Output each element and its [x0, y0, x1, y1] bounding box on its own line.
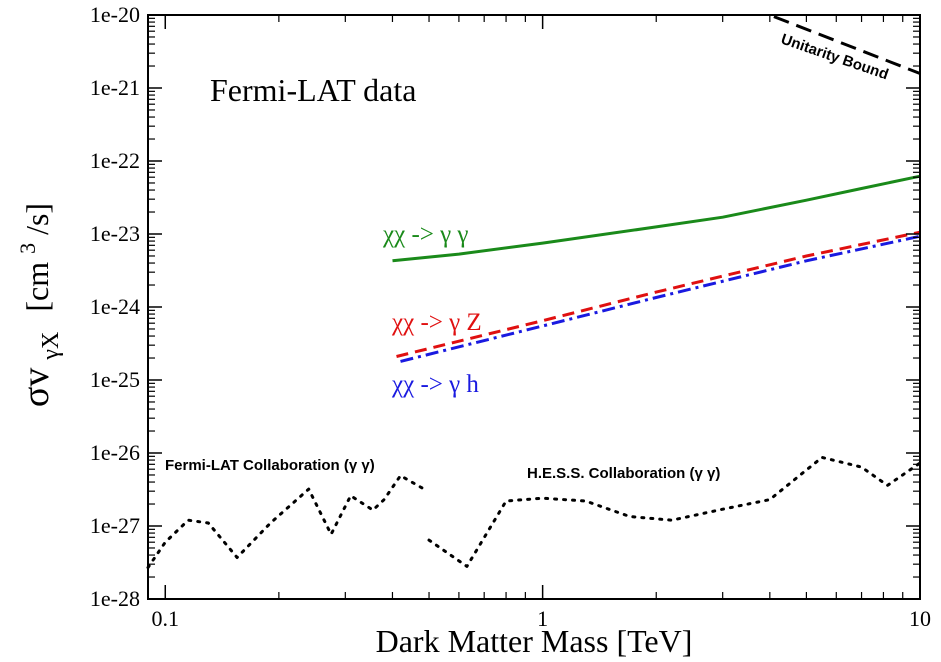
y-tick-label: 1e-28 — [90, 586, 140, 611]
y-tick-label: 1e-20 — [90, 2, 140, 27]
label-gamma-gamma: χχ -> γ γ — [382, 221, 468, 248]
y-axis-title-sub: γX — [38, 332, 64, 361]
label-fermi-lat-collaboration: Fermi-LAT Collaboration (γ γ) — [165, 457, 375, 474]
y-axis-title-main: σv — [15, 368, 57, 407]
y-tick-label: 1e-22 — [90, 148, 140, 173]
y-tick-label: 1e-21 — [90, 75, 140, 100]
x-tick-label: 0.1 — [152, 606, 180, 631]
label-hess-collaboration: H.E.S.S. Collaboration (γ γ) — [527, 465, 720, 482]
panel-title: Fermi-LAT data — [210, 72, 416, 108]
y-tick-label: 1e-26 — [90, 440, 140, 465]
x-tick-label: 10 — [909, 606, 931, 631]
y-tick-label: 1e-25 — [90, 367, 140, 392]
y-axis-title-unit-post: /s] — [19, 203, 55, 235]
series-line-6 — [773, 15, 921, 75]
y-tick-label: 1e-24 — [90, 294, 140, 319]
y-axis-title-unit-sup: 3 — [15, 243, 40, 254]
y-axis-title: σv γX [cm 3 /s] — [6, 203, 65, 407]
y-tick-label: 1e-27 — [90, 513, 140, 538]
series-line-2 — [396, 230, 921, 358]
series-line-3 — [400, 234, 921, 363]
series-line-5 — [427, 455, 922, 568]
y-tick-label: 1e-23 — [90, 221, 140, 246]
series-line-1 — [392, 174, 921, 263]
series-line-4 — [146, 474, 424, 569]
series-layer — [146, 15, 922, 569]
label-gamma-h: χχ -> γ h — [391, 371, 479, 398]
label-gamma-z: χχ -> γ Z — [391, 309, 482, 336]
ticks-layer: 0.1 1 10 1e-20 1e-21 1e-22 1e-23 1e-24 1e-25 1e-2… — [90, 2, 931, 631]
x-axis-title: Dark Matter Mass [TeV] — [376, 623, 693, 659]
x-tick-label: 1 — [537, 606, 548, 631]
y-axis-title-unit-pre: [cm — [19, 262, 55, 312]
